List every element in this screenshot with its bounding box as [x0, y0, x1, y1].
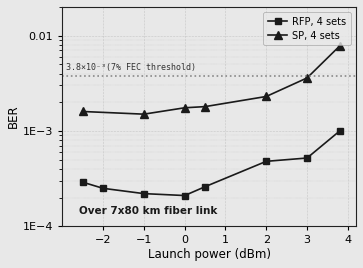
RFP, 4 sets	[203, 185, 207, 188]
Text: 3.8×10⁻³(7% FEC threshold): 3.8×10⁻³(7% FEC threshold)	[66, 63, 196, 72]
SP, 4 sets	[142, 113, 146, 116]
SP, 4 sets	[264, 95, 269, 98]
SP, 4 sets	[203, 105, 207, 108]
SP, 4 sets	[305, 76, 309, 80]
RFP, 4 sets	[338, 129, 342, 133]
RFP, 4 sets	[101, 187, 105, 190]
SP, 4 sets	[338, 44, 342, 47]
X-axis label: Launch power (dBm): Launch power (dBm)	[148, 248, 271, 261]
RFP, 4 sets	[142, 192, 146, 195]
SP, 4 sets	[183, 106, 187, 109]
RFP, 4 sets	[305, 157, 309, 160]
Text: Over 7x80 km fiber link: Over 7x80 km fiber link	[78, 206, 217, 216]
RFP, 4 sets	[264, 160, 269, 163]
RFP, 4 sets	[81, 181, 85, 184]
SP, 4 sets	[81, 110, 85, 113]
Line: SP, 4 sets: SP, 4 sets	[78, 42, 344, 118]
Legend: RFP, 4 sets, SP, 4 sets: RFP, 4 sets, SP, 4 sets	[263, 12, 351, 45]
Line: RFP, 4 sets: RFP, 4 sets	[79, 128, 343, 199]
RFP, 4 sets	[183, 194, 187, 197]
Y-axis label: BER: BER	[7, 105, 20, 128]
